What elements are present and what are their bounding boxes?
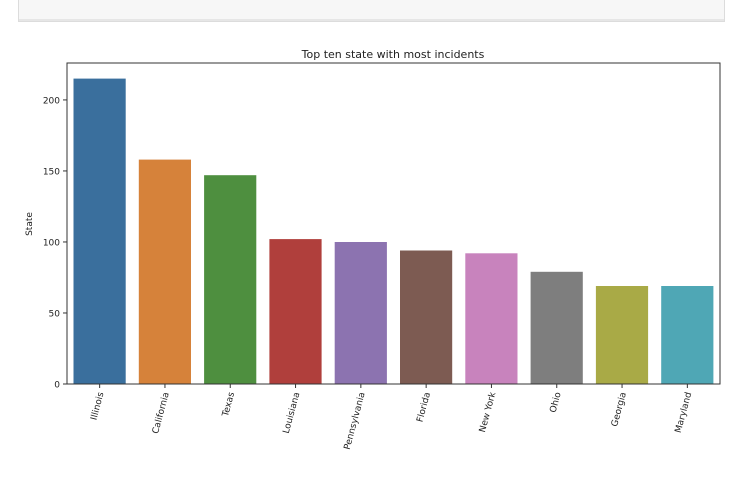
x-tick-label: New York bbox=[478, 390, 499, 433]
bar-texas bbox=[204, 175, 257, 384]
y-tick-label: 150 bbox=[43, 167, 60, 177]
bar-maryland bbox=[661, 286, 714, 384]
bar-california bbox=[138, 159, 191, 384]
bar-ohio bbox=[530, 271, 583, 384]
bar-pennsylvania bbox=[334, 242, 387, 384]
x-tick-label: Florida bbox=[415, 391, 433, 423]
x-tick-label: California bbox=[151, 391, 172, 435]
x-tick-label: Maryland bbox=[674, 391, 694, 434]
x-tick-label: Georgia bbox=[610, 391, 629, 428]
bar-illinois bbox=[73, 78, 126, 384]
y-tick-label: 50 bbox=[49, 309, 61, 319]
y-tick-label: 200 bbox=[43, 96, 60, 106]
y-tick-label: 0 bbox=[54, 381, 60, 391]
x-tick-label: Louisiana bbox=[282, 391, 303, 435]
x-tick-label: Illinois bbox=[89, 391, 106, 421]
y-tick-label: 100 bbox=[43, 238, 60, 248]
bar-georgia bbox=[595, 286, 649, 384]
bar-louisiana bbox=[269, 239, 322, 384]
bar-florida bbox=[400, 250, 453, 384]
previous-output-cell bbox=[18, 0, 725, 22]
bars-group bbox=[73, 78, 714, 384]
plot-frame bbox=[66, 62, 721, 385]
x-tick-label: Texas bbox=[221, 391, 237, 419]
x-tick-label: Ohio bbox=[549, 391, 564, 414]
bar-new-york bbox=[465, 253, 518, 384]
y-axis-label: State bbox=[25, 212, 35, 236]
chart-title: Top ten state with most incidents bbox=[301, 48, 485, 61]
x-tick-label: Pennsylvania bbox=[343, 391, 368, 451]
